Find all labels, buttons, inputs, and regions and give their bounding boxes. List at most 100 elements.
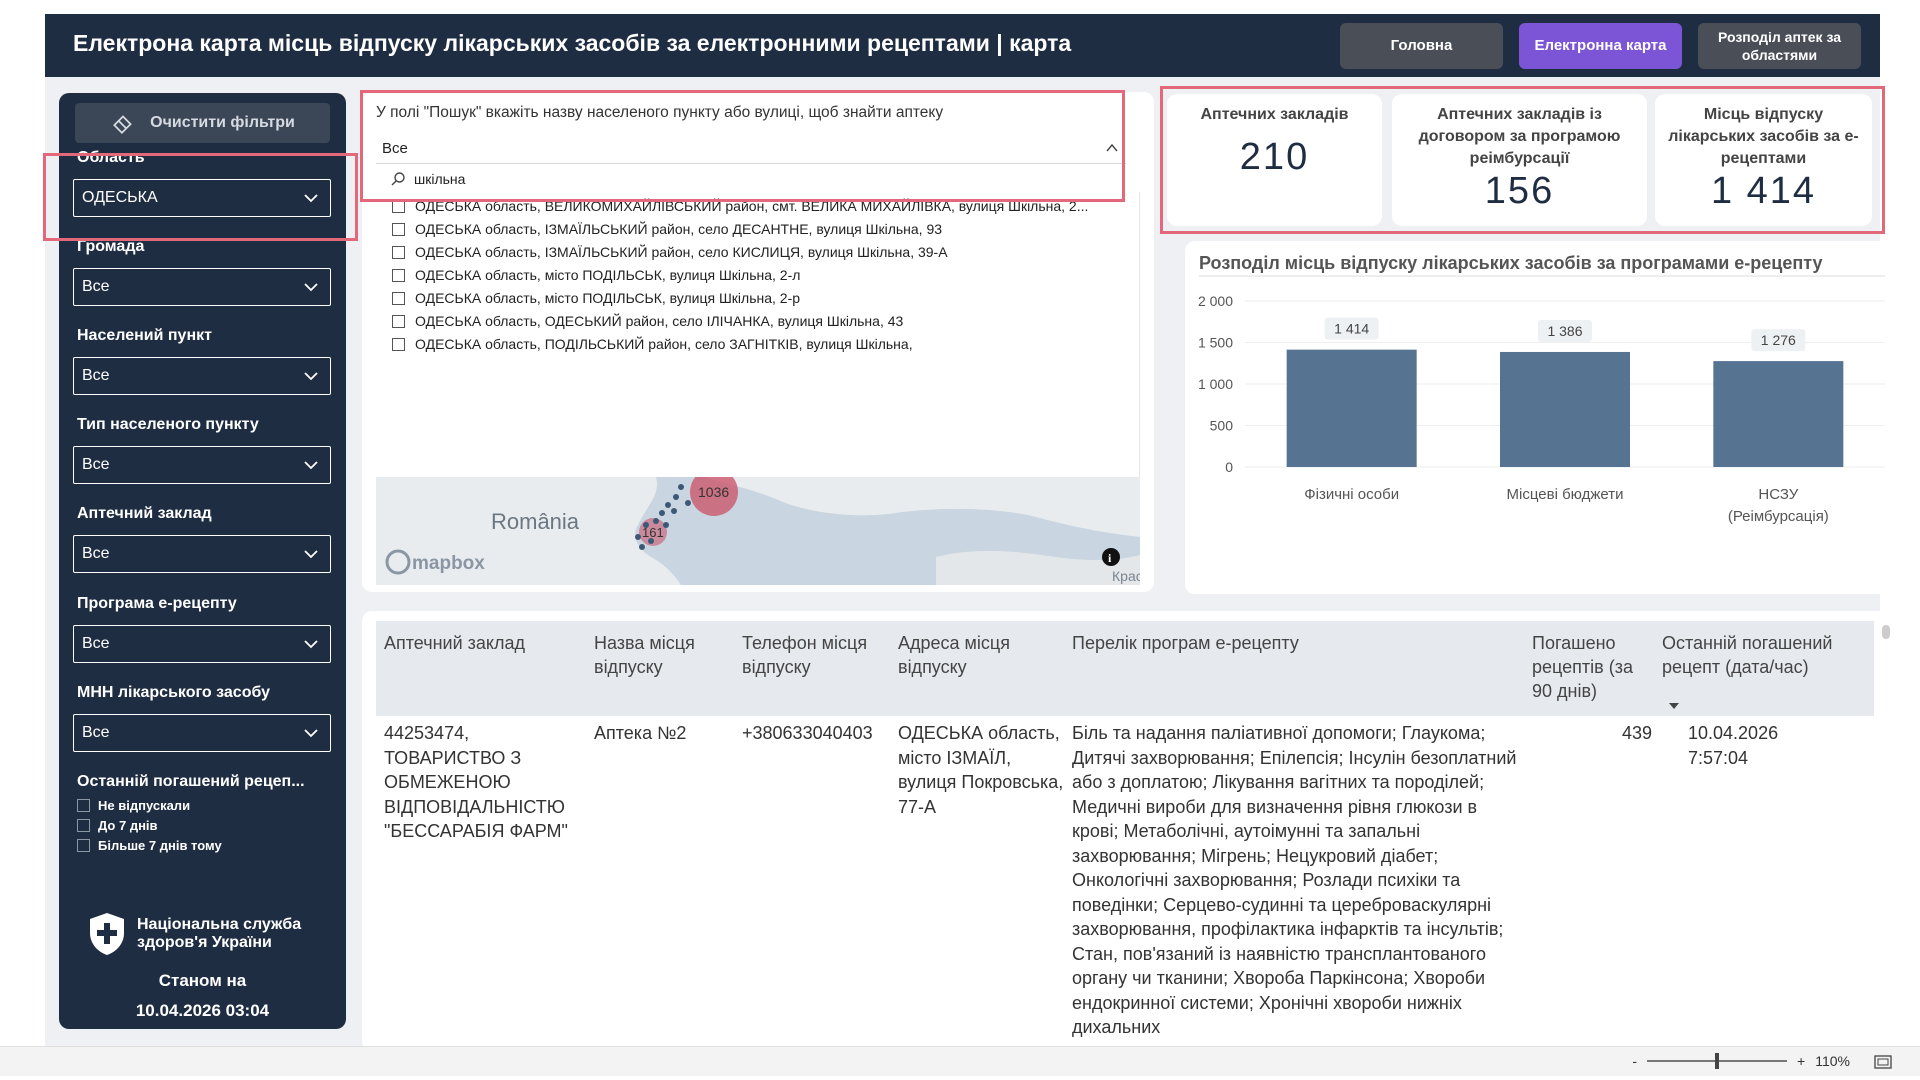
filter-label-inn: МНН лікарського засобу: [77, 684, 271, 701]
clear-filters-button[interactable]: Очистити фільтри: [75, 103, 330, 143]
search-result-item[interactable]: ОДЕСЬКА область, ОДЕСЬКИЙ район, село ІЛ…: [392, 313, 903, 329]
y-tick-label: 0: [1225, 459, 1233, 475]
checkbox[interactable]: [392, 268, 405, 282]
filter-oblast-dropdown[interactable]: ОДЕСЬКА: [73, 179, 331, 217]
kpi-label: Аптечних закладів: [1200, 106, 1349, 123]
kpi-value: 156: [1484, 170, 1555, 212]
kpi-card-pharmacies: Аптечних закладів 210: [1167, 94, 1382, 226]
search-result-item[interactable]: ОДЕСЬКА область, ІЗМАЇЛЬСЬКИЙ район, сел…: [392, 221, 942, 237]
search-result-item[interactable]: ОДЕСЬКА область, ПОДІЛЬСЬКИЙ район, село…: [392, 336, 913, 352]
as-of-label: Станом на: [158, 971, 247, 990]
column-header[interactable]: Адреса місця відпуску: [898, 633, 1010, 677]
chevron-down-icon: [304, 550, 318, 559]
checkbox[interactable]: [77, 839, 90, 852]
filter-settlement-dropdown[interactable]: Все: [73, 357, 331, 395]
x-tick-label: НСЗУ: [1758, 486, 1798, 503]
chart-title: Розподіл місць відпуску лікарських засоб…: [1199, 253, 1823, 273]
kpi-card-reimbursement: Аптечних закладів із договором за програ…: [1392, 94, 1647, 226]
search-result-label: ОДЕСЬКА область, ІЗМАЇЛЬСЬКИЙ район, сел…: [415, 221, 943, 237]
fit-to-page-icon[interactable]: [1874, 1055, 1892, 1069]
last-recipe-option[interactable]: Не відпускали: [77, 798, 190, 813]
search-results-list: ОДЕСЬКА область, ВЕЛИКОМИХАЙЛІВСЬКИЙ рай…: [376, 192, 1140, 477]
filter-pharmacy-dropdown[interactable]: Все: [73, 535, 331, 573]
search-result-item[interactable]: ОДЕСЬКА область, місто ПОДІЛЬСЬК, вулиця…: [392, 290, 800, 306]
filter-settlement-value: Все: [82, 367, 110, 384]
last-recipe-option[interactable]: До 7 днів: [77, 818, 158, 833]
search-result-item[interactable]: ОДЕСЬКА область, місто ПОДІЛЬСЬК, вулиця…: [392, 267, 800, 283]
land-shape: [936, 550, 1140, 585]
map-canvas[interactable]: 1036 161 România mapbox i Крас: [376, 477, 1140, 585]
x-tick-label: Фізичні особи: [1304, 486, 1399, 503]
filter-program-dropdown[interactable]: Все: [73, 625, 331, 663]
column-header[interactable]: Останній погашений рецепт (дата/час): [1662, 633, 1833, 677]
filter-label-hromada: Громада: [77, 238, 145, 255]
column-header[interactable]: Погашено рецептів (за 90 днів): [1532, 633, 1633, 701]
as-of-date: 10.04.2026 03:04: [135, 1001, 270, 1020]
column-header[interactable]: Телефон місця відпуску: [742, 633, 868, 677]
mapbox-attribution: mapbox: [412, 553, 485, 574]
zoom-control: - + 110%: [1632, 1053, 1850, 1069]
search-result-label: ОДЕСЬКА область, місто ПОДІЛЬСЬК, вулиця…: [415, 267, 801, 283]
filter-hromada-dropdown[interactable]: Все: [73, 268, 331, 306]
filter-sidebar: Очистити фільтри Область ОДЕСЬКА Громада…: [59, 93, 346, 1029]
zoom-out-button[interactable]: -: [1632, 1053, 1638, 1069]
filter-label-oblast: Область: [77, 149, 145, 166]
search-slicer-select[interactable]: Все: [376, 132, 1126, 164]
nav-map-button[interactable]: Електронна карта: [1519, 23, 1682, 69]
data-label-bg: [1751, 329, 1806, 352]
chevron-up-icon: [1106, 143, 1118, 152]
zoom-in-button[interactable]: +: [1797, 1053, 1806, 1069]
search-input[interactable]: шкільна: [376, 166, 1126, 192]
report-header: Електрона карта місць відпуску лікарськи…: [45, 14, 1880, 77]
filter-settlement-type-dropdown[interactable]: Все: [73, 446, 331, 484]
nav-distribution-button[interactable]: Розподіл аптек за областями: [1698, 23, 1861, 69]
zoom-level: 110%: [1815, 1053, 1850, 1069]
map-edge-label: Крас: [1112, 568, 1140, 584]
column-header[interactable]: Аптечний заклад: [384, 633, 525, 653]
column-header[interactable]: Перелік програм е-рецепту: [1072, 633, 1299, 653]
sort-desc-icon[interactable]: [1668, 701, 1680, 711]
checkbox[interactable]: [392, 245, 405, 259]
report-page: Електрона карта місць відпуску лікарськи…: [43, 14, 1900, 1054]
filter-hromada-value: Все: [82, 278, 110, 295]
search-result-item[interactable]: ОДЕСЬКА область, ВЕЛИКОМИХАЙЛІВСЬКИЙ рай…: [392, 198, 1088, 214]
checkbox[interactable]: [392, 222, 405, 236]
checkbox[interactable]: [77, 819, 90, 832]
cluster-big-label: 1036: [698, 484, 729, 500]
filter-inn-dropdown[interactable]: Все: [73, 714, 331, 752]
bar: [1500, 351, 1630, 467]
zoom-slider[interactable]: [1647, 1053, 1788, 1069]
search-result-label: ОДЕСЬКА область, ПОДІЛЬСЬКИЙ район, село…: [415, 336, 913, 352]
bar: [1713, 361, 1844, 467]
checkbox[interactable]: [392, 314, 405, 328]
checkbox[interactable]: [392, 199, 405, 213]
filter-label-settlement-type: Тип населеного пункту: [77, 416, 259, 433]
pharmacy-dots: [635, 484, 691, 550]
last-recipe-option-label: Більше 7 днів тому: [98, 838, 222, 853]
nav-home-button[interactable]: Головна: [1340, 23, 1503, 69]
chevron-down-icon: [304, 461, 318, 470]
checkbox[interactable]: [392, 337, 405, 351]
last-recipe-option[interactable]: Більше 7 днів тому: [77, 838, 222, 853]
scrollbar[interactable]: [1882, 625, 1890, 639]
pharmacy-table: Аптечний заклад Назва місця відпуску Тел…: [362, 611, 1900, 1051]
bar: [1286, 349, 1417, 467]
chevron-down-icon: [304, 729, 318, 738]
checkbox[interactable]: [77, 799, 90, 812]
filter-pharmacy-value: Все: [82, 545, 110, 562]
search-result-item[interactable]: ОДЕСЬКА область, ІЗМАЇЛЬСЬКИЙ район, сел…: [392, 244, 948, 260]
kpi-label: Місць відпуску лікарських засобів за е-р…: [1668, 106, 1859, 167]
checkbox[interactable]: [392, 291, 405, 305]
cell-pharmacy: 44253474, ТОВАРИСТВО З ОБМЕЖЕНОЮ ВІДПОВІ…: [384, 723, 568, 841]
bar-chart-svg: 0 500 1 000 1 500 2 000 1 414 Фізичні особи 1 3…: [1198, 275, 1885, 525]
chevron-down-icon: [304, 372, 318, 381]
eraser-icon: [113, 115, 132, 134]
last-recipe-option-label: До 7 днів: [98, 818, 158, 833]
column-header[interactable]: Назва місця відпуску: [594, 633, 695, 677]
shield-cross-icon: [90, 913, 124, 955]
x-tick-label: (Реімбурсація): [1728, 508, 1829, 525]
map-view[interactable]: 1036 161 România mapbox i Крас: [376, 477, 1140, 585]
zoom-slider-thumb[interactable]: [1715, 1053, 1720, 1069]
search-query: шкільна: [414, 171, 466, 187]
